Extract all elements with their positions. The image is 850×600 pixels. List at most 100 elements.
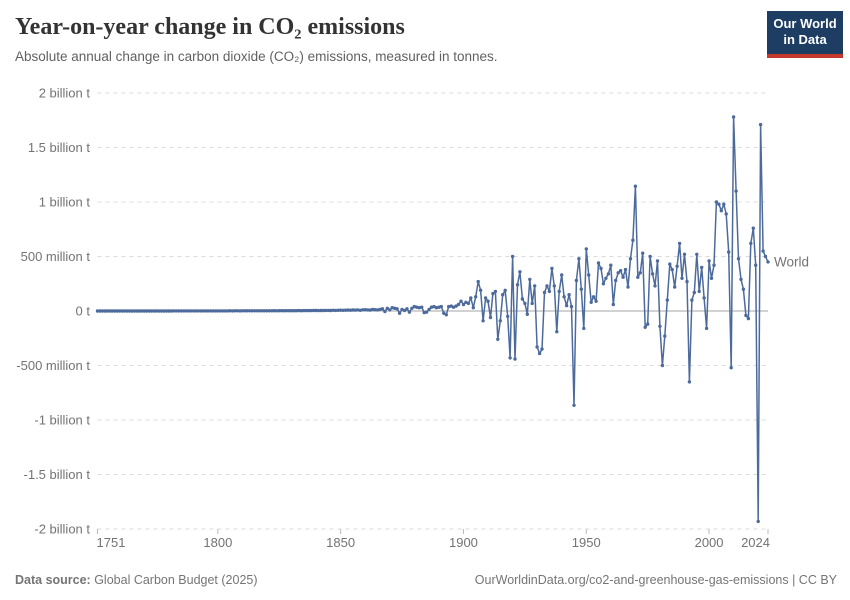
page-title: Year-on-year change in CO₂ emissions	[15, 14, 405, 40]
chart-subtitle: Absolute annual change in carbon dioxide…	[15, 48, 498, 64]
data-point	[420, 305, 424, 309]
data-point	[604, 276, 608, 280]
data-point	[513, 357, 517, 361]
data-point	[668, 262, 672, 266]
credit-link[interactable]: OurWorldinData.org/co2-and-greenhouse-ga…	[474, 573, 789, 587]
data-point	[680, 276, 684, 280]
data-point	[763, 254, 768, 259]
data-point	[567, 293, 571, 297]
data-point	[550, 266, 554, 271]
data-point	[316, 308, 321, 313]
data-point	[562, 295, 566, 299]
data-point	[314, 308, 318, 313]
data-point	[289, 309, 294, 313]
data-point	[677, 241, 682, 246]
data-point	[766, 260, 770, 264]
data-point	[282, 309, 286, 313]
data-point	[692, 290, 696, 295]
data-point	[407, 310, 412, 314]
data-point	[535, 345, 539, 349]
y-axis-tick-label: 1.5 billion t	[28, 140, 91, 155]
data-point	[503, 288, 507, 292]
data-point	[758, 122, 763, 127]
data-point	[137, 309, 141, 313]
data-point	[599, 266, 603, 271]
data-point	[520, 297, 525, 301]
data-point	[523, 301, 527, 306]
world-series-line[interactable]	[96, 116, 769, 523]
data-point	[510, 254, 515, 259]
data-point	[272, 309, 276, 313]
data-point	[508, 356, 512, 360]
data-point	[253, 309, 257, 313]
data-point	[265, 309, 269, 313]
data-point	[341, 308, 345, 312]
x-axis-tick-label: 2000	[695, 535, 724, 550]
data-point	[690, 298, 694, 302]
data-point	[199, 309, 203, 313]
data-point	[223, 309, 227, 313]
data-point	[501, 293, 505, 297]
data-point	[226, 309, 230, 313]
data-point	[594, 299, 598, 303]
data-point	[685, 279, 689, 284]
data-point	[675, 264, 679, 268]
data-point	[444, 313, 448, 317]
data-point	[277, 309, 281, 313]
data-point	[461, 302, 466, 307]
data-point	[117, 309, 122, 313]
data-point	[257, 309, 262, 313]
data-point	[154, 309, 159, 313]
data-point	[658, 324, 662, 328]
data-point	[506, 314, 510, 319]
emissions-line-chart[interactable]: 2 billion t 1.5 billion t 1 billion t 500 m…	[0, 85, 850, 560]
data-point	[383, 309, 387, 314]
data-point	[240, 309, 245, 313]
data-point	[739, 277, 743, 282]
series-end-label[interactable]: World	[774, 254, 809, 269]
data-point	[601, 282, 606, 286]
data-point	[302, 308, 306, 313]
data-point	[515, 283, 520, 287]
data-point	[95, 309, 100, 313]
data-point	[670, 267, 674, 272]
data-point	[309, 308, 313, 313]
data-point	[108, 309, 112, 313]
data-point	[545, 284, 549, 288]
data-point	[638, 271, 642, 275]
data-point	[213, 309, 218, 313]
data-point	[653, 284, 657, 288]
data-point	[655, 259, 660, 263]
data-point	[491, 291, 495, 296]
data-point	[466, 301, 471, 306]
data-point	[144, 309, 149, 313]
data-point	[606, 272, 611, 276]
data-point	[125, 309, 129, 313]
chart-footer: Data source: Global Carbon Budget (2025)…	[15, 573, 837, 587]
data-point	[211, 309, 215, 313]
y-axis-tick-label: -1 billion t	[34, 413, 90, 428]
data-point	[518, 270, 522, 274]
data-point	[572, 403, 576, 407]
owid-logo[interactable]: Our World in Data	[767, 11, 843, 58]
data-point	[481, 319, 485, 323]
chart-canvas[interactable]: 2 billion t 1.5 billion t 1 billion t 500 m…	[0, 85, 850, 560]
data-point	[238, 309, 242, 313]
data-point	[130, 309, 134, 313]
data-point	[142, 309, 146, 313]
data-point	[159, 309, 164, 313]
data-point	[343, 308, 348, 312]
data-point	[110, 309, 114, 313]
data-point	[488, 315, 493, 320]
data-point	[380, 307, 385, 311]
data-point	[228, 309, 232, 313]
data-point	[122, 309, 127, 313]
data-point	[717, 202, 721, 206]
data-point	[326, 308, 331, 313]
data-point	[616, 271, 620, 275]
data-point	[722, 202, 726, 206]
data-point	[702, 296, 706, 300]
data-point	[537, 351, 542, 356]
data-point	[233, 309, 237, 313]
data-point	[646, 322, 650, 326]
